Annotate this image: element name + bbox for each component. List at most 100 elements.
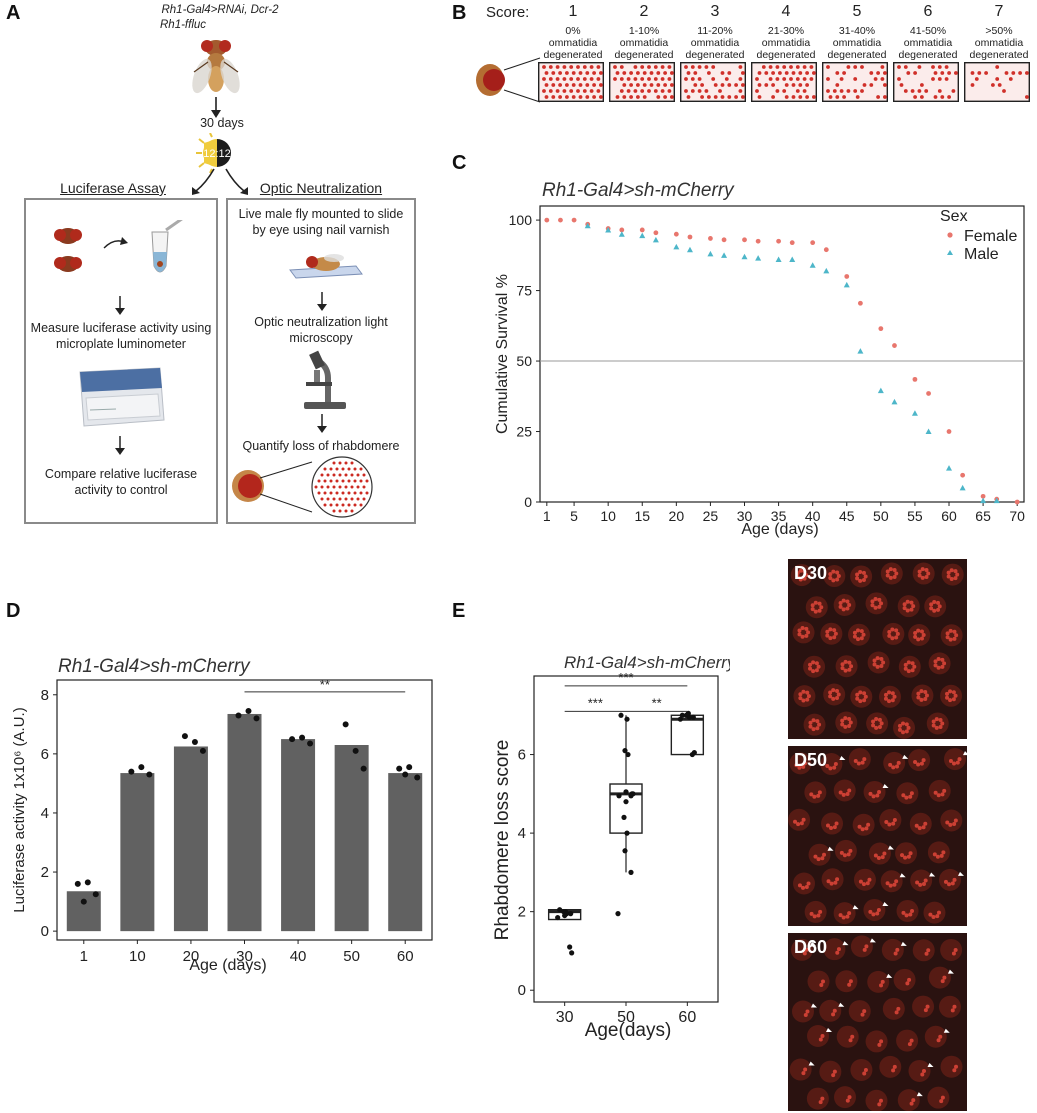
x-tick-label: 40 — [290, 948, 307, 965]
ommatidium-blob — [865, 1030, 888, 1053]
data-point-female — [619, 227, 625, 233]
rhabdomere — [838, 604, 843, 609]
rhabdomere — [914, 823, 919, 828]
rhabdomere — [802, 569, 807, 574]
y-tick-label: 75 — [516, 283, 532, 299]
ommatidium-dot — [341, 467, 345, 471]
luciferase-box: Measure luciferase activity using microp… — [24, 198, 218, 524]
ommatidium-dot — [636, 95, 640, 99]
ommatidium-dot — [937, 77, 942, 81]
ommatidium-dot — [727, 71, 732, 75]
data-point — [623, 789, 629, 795]
significance-label: *** — [588, 695, 603, 710]
ommatidium-blob — [898, 655, 921, 678]
rhabdomere — [884, 820, 889, 825]
rhabdomere — [857, 824, 862, 829]
rhabdomere — [841, 792, 846, 797]
microscope-illustration — [304, 350, 346, 409]
ommatidium-dot — [558, 71, 562, 75]
rhabdomere — [894, 635, 899, 640]
score-description: degenerated — [685, 49, 745, 61]
rhabdomere — [868, 791, 873, 796]
ommatidium-blob — [868, 842, 891, 865]
rhabdomere — [828, 575, 833, 580]
rhabdomere — [932, 599, 937, 604]
rhabdomere — [939, 1099, 944, 1104]
rhabdomere — [818, 909, 823, 914]
rhabdomere — [946, 574, 951, 579]
rhabdomere — [954, 633, 959, 638]
ommatidium-dot — [738, 77, 743, 81]
rhabdomere — [890, 691, 895, 696]
ommatidium-blob — [867, 970, 890, 993]
data-point — [352, 747, 359, 754]
ommatidium-dot — [647, 89, 651, 93]
rhabdomere — [911, 1098, 916, 1103]
arrowhead-marker — [947, 969, 954, 974]
rhabdomere — [882, 851, 887, 856]
rhabdomere — [838, 601, 843, 606]
ommatidium-blob — [819, 1060, 842, 1083]
ommatidium-dot — [335, 467, 339, 471]
ommatidium-dot — [576, 65, 580, 69]
ommatidium-blob — [833, 902, 856, 925]
x-tick-label: 60 — [941, 508, 957, 524]
rhabdomere — [890, 627, 895, 632]
rhabdomere — [876, 907, 881, 912]
rhabdomere — [909, 600, 914, 605]
ommatidium-dot — [571, 95, 576, 99]
rhabdomere — [896, 760, 901, 765]
data-point-female — [776, 238, 781, 244]
ommatidium-dot — [917, 89, 922, 93]
rhabdomere — [802, 576, 807, 581]
ommatidium-dot — [544, 95, 549, 99]
ommatidium-dot — [670, 83, 674, 87]
ommatidium-dot — [599, 71, 603, 75]
ommatidium-dot — [578, 83, 583, 87]
rhabdomere — [948, 637, 953, 642]
data-point-male — [707, 250, 714, 257]
ommatidium-dot — [663, 95, 667, 99]
ommatidium-dot — [1011, 71, 1016, 75]
rhabdomere — [910, 908, 915, 913]
data-point-female — [960, 472, 966, 478]
sun-moon-icon: 12:12 — [196, 133, 231, 173]
ommatidium-dot — [734, 83, 738, 87]
rhabdomere — [877, 724, 882, 729]
rhabdomere — [936, 1038, 941, 1043]
rhabdomere — [923, 690, 928, 695]
ommatidium-dot — [626, 89, 631, 93]
data-point — [624, 716, 630, 722]
ommatidium-dot — [341, 503, 345, 507]
rhabdomere — [817, 601, 822, 606]
rhabdomere — [910, 661, 915, 666]
rhabdomere — [948, 759, 953, 764]
rhabdomere — [892, 882, 897, 887]
ommatidium-blob — [881, 938, 904, 961]
ommatidium-dot — [906, 71, 911, 75]
rhabdomere — [855, 572, 860, 577]
rhabdomere — [799, 821, 804, 826]
ommatidium-dot — [757, 83, 762, 87]
ommatidium-dot — [771, 83, 775, 87]
rhabdomere — [832, 765, 837, 770]
rhabdomere — [806, 630, 811, 635]
ommatidium-blob — [938, 995, 961, 1018]
score-number: 2 — [639, 3, 649, 20]
rhabdomere — [933, 790, 938, 795]
ommatidium-dot — [629, 71, 633, 75]
bar — [334, 745, 369, 932]
ommatidium-dot — [707, 95, 711, 99]
score-box-frame — [680, 62, 746, 102]
score-description: degenerated — [756, 49, 816, 61]
rhabdomere — [819, 982, 824, 987]
data-point-male — [857, 348, 864, 354]
rhabdomere — [952, 1068, 957, 1073]
micrograph-image — [788, 748, 967, 925]
rhabdomere — [900, 853, 905, 858]
luminometer-illustration — [79, 367, 165, 427]
ommatidium-dot — [828, 95, 833, 99]
rhabdomere — [833, 631, 838, 636]
rhabdomere — [949, 568, 954, 573]
ommatidium-blob — [789, 1058, 812, 1081]
